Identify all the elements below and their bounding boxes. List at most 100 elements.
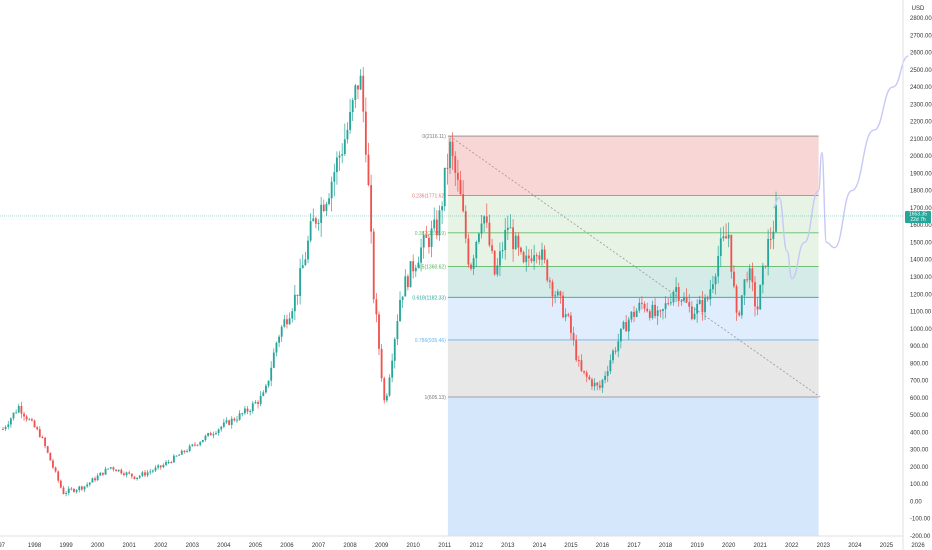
candle[interactable] [138, 475, 141, 478]
candle[interactable] [380, 348, 383, 379]
candle[interactable] [91, 478, 94, 483]
candle[interactable] [80, 486, 83, 490]
candle[interactable] [194, 444, 196, 446]
candle[interactable] [270, 367, 273, 381]
candle[interactable] [656, 310, 659, 316]
candle[interactable] [564, 314, 567, 318]
candle[interactable] [683, 297, 685, 301]
candle[interactable] [606, 371, 609, 376]
candle[interactable] [401, 296, 404, 300]
candle[interactable] [754, 282, 756, 307]
candle[interactable] [262, 392, 265, 396]
candle[interactable] [496, 265, 499, 275]
candle[interactable] [717, 255, 720, 277]
candle[interactable] [551, 281, 554, 297]
candle[interactable] [604, 375, 607, 380]
candle[interactable] [443, 167, 446, 207]
candle[interactable] [669, 302, 672, 304]
candle[interactable] [107, 468, 110, 470]
candle[interactable] [364, 111, 367, 155]
candle[interactable] [580, 360, 583, 371]
candle[interactable] [238, 413, 241, 420]
candle[interactable] [346, 129, 349, 140]
candle[interactable] [225, 420, 228, 423]
candle[interactable] [680, 300, 683, 302]
candle[interactable] [115, 469, 117, 472]
candle[interactable] [722, 236, 725, 239]
candle[interactable] [527, 255, 530, 259]
candle[interactable] [675, 287, 678, 292]
candle[interactable] [199, 442, 202, 445]
candle[interactable] [506, 227, 509, 230]
candle[interactable] [425, 234, 428, 238]
candle[interactable] [283, 319, 286, 327]
candle[interactable] [54, 467, 57, 472]
candle[interactable] [514, 235, 517, 250]
candle[interactable] [538, 255, 541, 260]
candle[interactable] [154, 467, 157, 471]
candle[interactable] [109, 467, 112, 469]
candle[interactable] [96, 475, 99, 481]
candle[interactable] [9, 418, 12, 425]
candle[interactable] [493, 250, 496, 275]
candle[interactable] [183, 450, 186, 452]
candle[interactable] [341, 154, 344, 156]
candle[interactable] [201, 439, 204, 443]
candle[interactable] [625, 322, 628, 332]
candle[interactable] [664, 303, 667, 310]
candle[interactable] [430, 228, 433, 247]
candle[interactable] [125, 472, 128, 476]
candle[interactable] [170, 462, 173, 464]
candle[interactable] [772, 231, 775, 240]
candle[interactable] [385, 395, 388, 401]
candle[interactable] [672, 291, 675, 303]
candle[interactable] [357, 85, 359, 90]
candle[interactable] [343, 139, 346, 155]
candle[interactable] [456, 172, 459, 180]
candle[interactable] [288, 318, 291, 325]
candle[interactable] [525, 255, 528, 263]
candle[interactable] [391, 360, 394, 378]
candle[interactable] [733, 271, 735, 287]
candle[interactable] [764, 265, 767, 267]
candle[interactable] [383, 378, 386, 401]
candle[interactable] [49, 452, 52, 461]
candle[interactable] [52, 460, 54, 468]
candle[interactable] [328, 198, 330, 204]
candle[interactable] [354, 85, 357, 101]
candle[interactable] [404, 276, 407, 297]
candle[interactable] [172, 455, 175, 463]
candle[interactable] [435, 219, 438, 236]
candle[interactable] [530, 258, 533, 262]
candle[interactable] [375, 299, 378, 315]
candle[interactable] [367, 154, 370, 186]
candle[interactable] [567, 314, 570, 316]
candle[interactable] [267, 380, 270, 386]
candle[interactable] [406, 276, 409, 288]
candle[interactable] [123, 473, 125, 476]
candle[interactable] [748, 268, 751, 281]
candle[interactable] [730, 234, 733, 272]
candle[interactable] [99, 472, 102, 476]
candle[interactable] [651, 304, 654, 318]
candle[interactable] [477, 233, 480, 242]
candle[interactable] [714, 276, 717, 285]
candle[interactable] [548, 280, 551, 282]
candle[interactable] [104, 468, 107, 475]
candle[interactable] [535, 255, 538, 257]
candle[interactable] [446, 167, 449, 169]
candle[interactable] [62, 487, 65, 495]
candle[interactable] [693, 313, 696, 320]
candle[interactable] [541, 249, 543, 260]
candle[interactable] [7, 424, 10, 427]
candle[interactable] [94, 478, 96, 481]
candle[interactable] [719, 238, 722, 256]
candle[interactable] [627, 319, 630, 332]
candle[interactable] [454, 156, 457, 173]
candle[interactable] [609, 360, 612, 372]
candle[interactable] [378, 314, 380, 349]
candle[interactable] [546, 259, 549, 281]
candle[interactable] [512, 227, 515, 250]
candle[interactable] [230, 418, 233, 425]
candle[interactable] [709, 289, 712, 300]
